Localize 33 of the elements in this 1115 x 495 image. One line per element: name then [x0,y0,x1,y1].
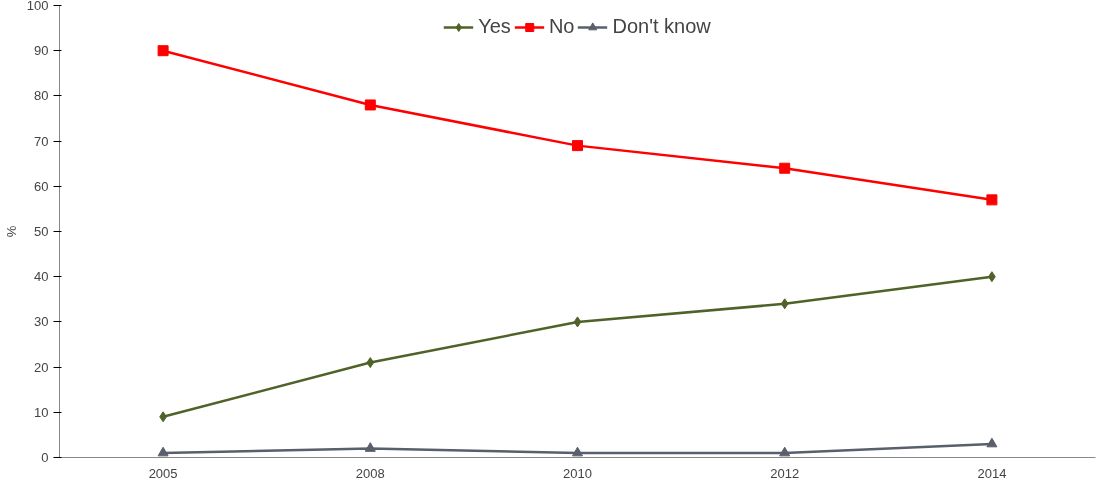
legend-label: No [548,15,575,38]
x-tick-label: 2014 [977,465,1007,481]
y-tick-label: 100 [26,0,49,13]
y-tick-label: 90 [34,43,49,59]
point [986,194,998,206]
x-tick-label: 2005 [148,465,178,481]
x-tick-label: 2012 [770,465,800,481]
point [573,316,582,328]
y-axis-title: % [3,225,19,238]
point [157,446,169,457]
point [366,357,375,369]
y-tick-label: 60 [34,178,49,194]
legend-label: Yes [478,15,511,38]
point [572,446,583,457]
point [986,437,998,448]
point [779,162,791,174]
y-tick-label: 40 [34,269,49,285]
y-tick-label: 20 [34,359,49,375]
y-tick-label: 30 [34,314,49,330]
legend-label: Don't know [612,15,711,38]
point [157,45,169,57]
point [780,298,789,310]
point [779,446,791,457]
y-tick-label: 0 [41,450,49,465]
y-tick-label: 10 [34,404,49,420]
point [364,99,376,111]
x-tick-label: 2010 [563,465,592,481]
x-tick-label: 2008 [355,465,385,481]
y-tick-label: 70 [34,133,49,149]
y-tick-label: 50 [34,224,49,239]
point [572,140,583,152]
y-tick-label: 80 [34,88,49,104]
point [364,442,376,452]
